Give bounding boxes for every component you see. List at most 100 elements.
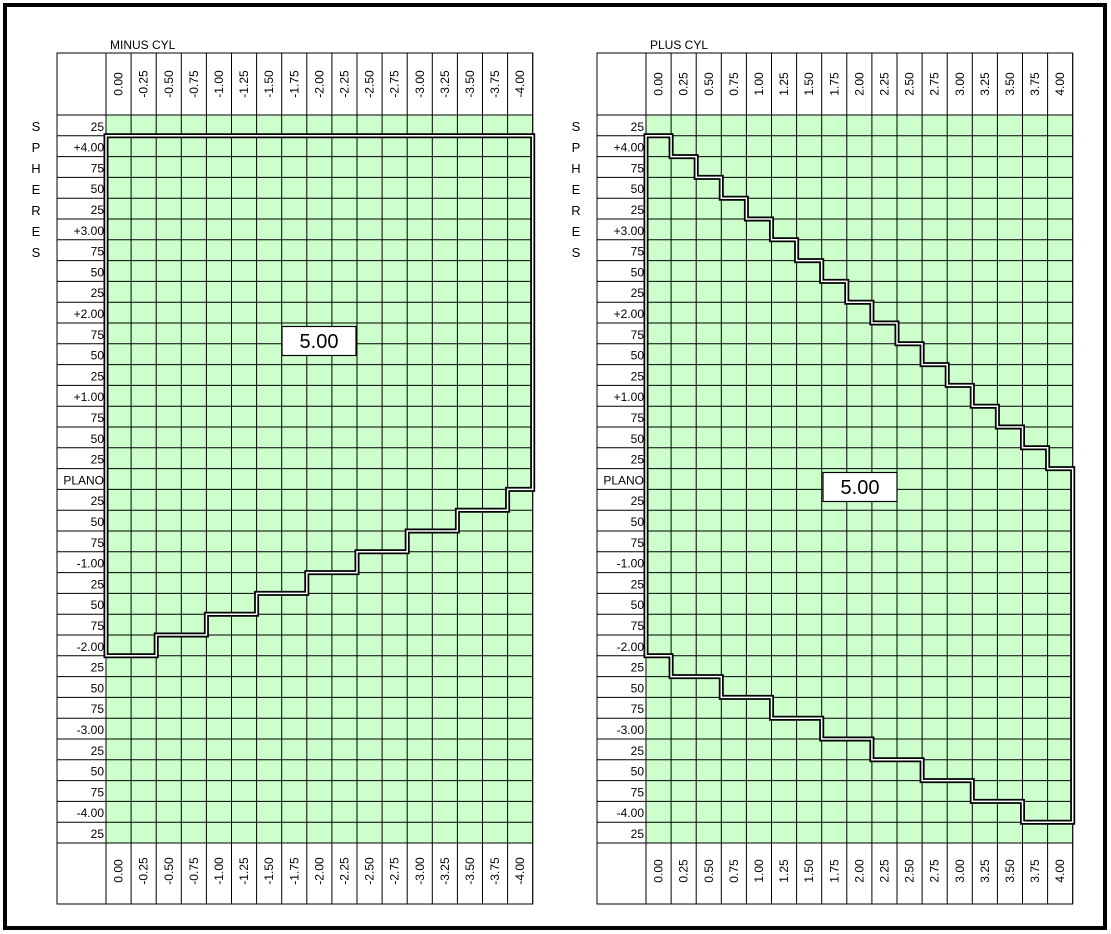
column-header-label: -1.75: [287, 70, 301, 98]
column-header-label: 0.75: [727, 72, 741, 96]
column-header-label: 1.50: [802, 72, 816, 96]
column-header-label: -0.25: [137, 70, 151, 98]
region-value-box: [822, 471, 898, 503]
column-footer-label: -4.00: [513, 857, 527, 885]
sphere-row-label: 75: [91, 536, 105, 550]
column-header-label: -3.00: [413, 70, 427, 98]
sphere-row-label: 25: [631, 453, 645, 467]
sphere-row-label: 75: [91, 411, 105, 425]
sphere-row-label: 75: [91, 161, 105, 175]
column-footer-label: -2.25: [337, 857, 351, 885]
column-header-label: 0.00: [652, 72, 666, 96]
sphere-row-label: 50: [631, 432, 645, 446]
column-header-label: 3.50: [1003, 72, 1017, 96]
sphere-row-label: 25: [91, 744, 105, 758]
sphere-row-label: 25: [91, 577, 105, 591]
column-footer-label: -1.25: [237, 857, 251, 885]
sphere-row-label: +3.00: [614, 224, 645, 238]
sphere-row-label: 25: [91, 203, 105, 217]
side-label-letter: S: [572, 245, 581, 260]
column-header-label: 3.75: [1028, 72, 1042, 96]
sphere-row-label: 75: [91, 702, 105, 716]
sphere-row-label: 25: [631, 369, 645, 383]
sphere-row-label: 25: [631, 494, 645, 508]
column-header-label: 0.50: [702, 72, 716, 96]
column-footer-label: -0.75: [187, 857, 201, 885]
sphere-row-label: 50: [91, 598, 105, 612]
region-boundary-inner: [105, 135, 534, 657]
sphere-row-label: 50: [91, 515, 105, 529]
column-footer-label: 0.00: [112, 859, 126, 883]
sphere-row-label: 25: [91, 827, 105, 841]
sphere-row-label: +2.00: [74, 307, 105, 321]
column-header-label: 1.25: [777, 72, 791, 96]
region-boundary-inner: [645, 135, 1074, 823]
side-label-letter: S: [32, 119, 41, 134]
column-header-label: -0.75: [187, 70, 201, 98]
column-footer-label: 3.75: [1028, 859, 1042, 883]
column-footer-label: 0.00: [652, 859, 666, 883]
sphere-row-label: 50: [91, 765, 105, 779]
sphere-row-label: 50: [631, 681, 645, 695]
side-label-letter: E: [572, 182, 581, 197]
sphere-row-label: 25: [91, 453, 105, 467]
sphere-row-label: 75: [631, 536, 645, 550]
column-header-label: -4.00: [513, 70, 527, 98]
sphere-row-label: -3.00: [77, 723, 105, 737]
sphere-row-label: +3.00: [74, 224, 105, 238]
column-header-label: 4.00: [1053, 72, 1067, 96]
cell-fill-area: [106, 115, 533, 843]
sphere-row-label: -1.00: [617, 557, 645, 571]
column-header-label: -2.50: [363, 70, 377, 98]
column-footer-label: 2.00: [852, 859, 866, 883]
sphere-row-label: 50: [91, 182, 105, 196]
sphere-row-label: 25: [91, 369, 105, 383]
column-header-label: 2.00: [852, 72, 866, 96]
column-header-label: -1.00: [212, 70, 226, 98]
sphere-row-label: 25: [631, 286, 645, 300]
sphere-row-label: 25: [91, 494, 105, 508]
sphere-row-label: 25: [91, 120, 105, 134]
side-label-letter: R: [31, 203, 40, 218]
column-footer-label: -3.25: [438, 857, 452, 885]
column-header-label: -1.50: [262, 70, 276, 98]
column-footer-label: -2.75: [388, 857, 402, 885]
side-label-letter: R: [571, 203, 580, 218]
region-value-label: 5.00: [300, 331, 339, 353]
column-header-label: -3.50: [463, 70, 477, 98]
sphere-row-label: +4.00: [614, 141, 645, 155]
sphere-row-label: +2.00: [614, 307, 645, 321]
column-header-label: 2.75: [928, 72, 942, 96]
column-footer-label: 1.25: [777, 859, 791, 883]
sphere-row-label: 75: [631, 328, 645, 342]
column-footer-label: -3.00: [413, 857, 427, 885]
column-footer-label: 0.25: [677, 859, 691, 883]
column-header-label: -2.75: [388, 70, 402, 98]
sphere-row-label: -2.00: [617, 640, 645, 654]
sphere-row-label: 50: [631, 765, 645, 779]
side-label-letter: H: [571, 161, 580, 176]
side-label-letter: S: [572, 119, 581, 134]
side-label-letter: E: [32, 182, 41, 197]
sphere-row-label: 75: [91, 619, 105, 633]
column-footer-label: 1.00: [752, 859, 766, 883]
column-footer-label: 1.75: [827, 859, 841, 883]
sphere-row-label: 50: [631, 349, 645, 363]
column-footer-label: -0.50: [162, 857, 176, 885]
sphere-row-label: 25: [631, 120, 645, 134]
side-label-letter: P: [32, 140, 41, 155]
sphere-row-label: 75: [91, 785, 105, 799]
sphere-row-label: 50: [631, 515, 645, 529]
sphere-row-label: PLANO: [603, 473, 644, 487]
column-header-label: 2.25: [877, 72, 891, 96]
column-header-label: 3.25: [978, 72, 992, 96]
column-footer-label: -1.50: [262, 857, 276, 885]
column-header-label: -1.25: [237, 70, 251, 98]
column-footer-label: -2.50: [363, 857, 377, 885]
sphere-row-label: 75: [91, 245, 105, 259]
column-footer-label: 3.00: [953, 859, 967, 883]
side-label-letter: E: [32, 224, 41, 239]
column-footer-label: 4.00: [1053, 859, 1067, 883]
sphere-row-label: -4.00: [617, 806, 645, 820]
